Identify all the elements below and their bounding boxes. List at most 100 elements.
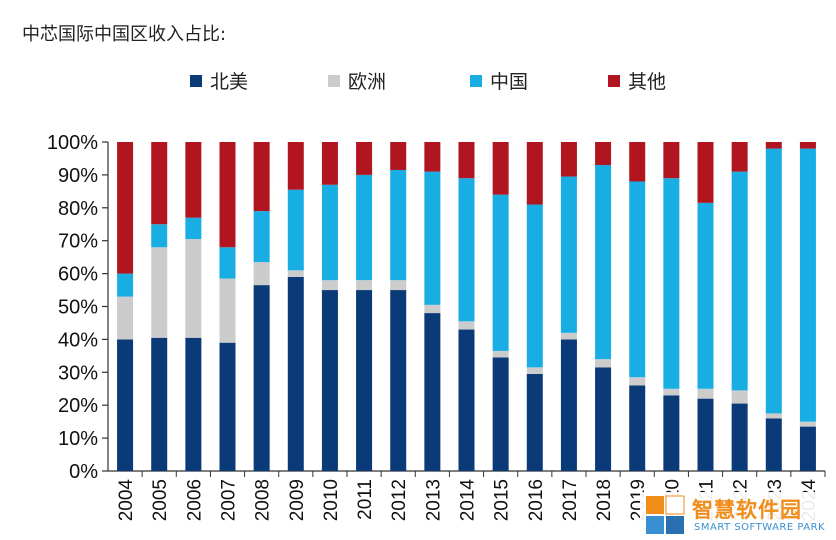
bar-segment	[287, 270, 304, 277]
y-tick-label: 30%	[58, 362, 98, 384]
legend-swatch	[328, 75, 340, 87]
y-tick-label: 50%	[58, 297, 98, 319]
legend-swatch	[470, 75, 482, 87]
bar-segment	[731, 171, 748, 391]
watermark: 智慧软件园 SMART SOFTWARE PARK	[640, 492, 836, 540]
legend-swatch	[608, 75, 620, 87]
bar-segment	[321, 142, 338, 185]
x-tick-label: 2017	[560, 479, 581, 521]
x-tick-label: 2010	[321, 479, 342, 521]
x-tick-label: 2015	[492, 479, 513, 521]
watermark-name-en: SMART SOFTWARE PARK	[694, 522, 826, 533]
x-tick-label: 2012	[389, 479, 410, 521]
watermark-name-cn: 智慧软件园	[692, 498, 802, 522]
bar-segment	[799, 421, 816, 427]
bar-segment	[219, 278, 236, 343]
bar-segment	[287, 142, 304, 190]
bar-segment	[799, 426, 816, 471]
bar-segment	[731, 403, 748, 471]
bar-segment	[356, 142, 373, 175]
bar-segment	[185, 217, 202, 240]
bar-segment	[799, 142, 816, 149]
bar-segment	[697, 142, 714, 203]
bar-segment	[560, 142, 577, 177]
bar-segment	[492, 357, 509, 471]
bar-segment	[321, 280, 338, 291]
bar-segment	[595, 367, 612, 471]
chart-heading: 中芯国际中国区收入占比:	[22, 24, 227, 45]
x-tick-label: 2018	[594, 479, 615, 521]
bar-segment	[731, 142, 748, 172]
x-tick-label: 2004	[116, 479, 137, 522]
bar-segment	[253, 285, 270, 471]
bar-segment	[629, 181, 646, 378]
bar-segment	[663, 178, 680, 389]
y-tick-label: 80%	[58, 198, 98, 220]
y-tick-label: 40%	[58, 329, 98, 351]
bar-segment	[765, 413, 782, 419]
bar-segment	[492, 350, 509, 358]
bar-segment	[697, 398, 714, 471]
bar-segment	[458, 329, 475, 471]
legend-label: 其他	[628, 71, 666, 93]
bar-segment	[663, 388, 680, 396]
x-tick-label: 2013	[423, 479, 444, 521]
legend-swatch	[190, 75, 202, 87]
x-tick-label: 2016	[526, 479, 547, 521]
bar-segment	[697, 388, 714, 399]
bar-segment	[492, 142, 509, 195]
bar-segment	[151, 224, 168, 248]
bar-segment	[356, 174, 373, 281]
bar-segment	[185, 239, 202, 338]
bar-segment	[219, 142, 236, 248]
bar-segment	[424, 171, 441, 305]
x-tick-label: 2008	[253, 479, 274, 521]
bar-segment	[526, 367, 543, 374]
bar-segment	[663, 142, 680, 179]
x-tick-label: 2006	[184, 479, 205, 521]
bar-segment	[151, 337, 168, 471]
x-tick-label: 2007	[219, 479, 240, 521]
bar-segment	[765, 418, 782, 471]
bar-segment	[765, 148, 782, 414]
x-tick-label: 2014	[458, 479, 479, 522]
bar-segment	[560, 176, 577, 333]
legend-label: 北美	[210, 71, 248, 93]
bar-segment	[390, 142, 407, 170]
bar-segment	[287, 189, 304, 271]
bar-segment	[185, 142, 202, 218]
bar-segment	[117, 296, 134, 340]
bar-segment	[287, 276, 304, 471]
legend: 北美 欧洲 中国 其他	[190, 71, 666, 93]
y-tick-label: 20%	[58, 395, 98, 417]
bar-segment	[595, 142, 612, 166]
y-tick-label: 60%	[58, 264, 98, 286]
x-tick-label: 2011	[355, 479, 376, 520]
bar-segment	[356, 280, 373, 291]
bar-segment	[321, 184, 338, 281]
y-tick-label: 0%	[69, 461, 98, 483]
bar-segment	[219, 247, 236, 279]
bar-segment	[765, 142, 782, 149]
bar-segment	[185, 337, 202, 471]
bar-segment	[458, 178, 475, 322]
bar-segment	[390, 290, 407, 471]
y-tick-label: 100%	[47, 132, 98, 154]
bar-segment	[253, 142, 270, 212]
legend-label: 欧洲	[348, 71, 386, 93]
bar-segment	[151, 247, 168, 338]
bar-segment	[117, 273, 134, 297]
bar-segment	[458, 142, 475, 179]
bar-segment	[526, 142, 543, 205]
y-tick-label: 90%	[58, 165, 98, 187]
bar-segment	[595, 359, 612, 368]
x-tick-label: 2005	[150, 479, 171, 521]
bar-segment	[526, 204, 543, 368]
bar-segment	[526, 373, 543, 471]
bar-segment	[663, 395, 680, 471]
bar-segment	[629, 377, 646, 386]
bar-segment	[253, 262, 270, 286]
bar-segment	[219, 342, 236, 471]
bar-segment	[560, 332, 577, 340]
